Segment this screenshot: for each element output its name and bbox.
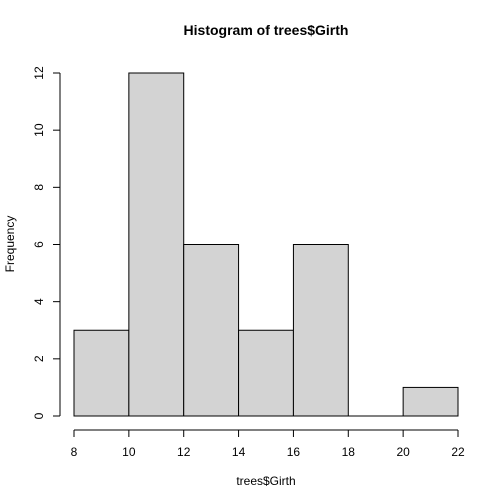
y-tick-label: 0 xyxy=(32,412,46,419)
x-tick-label: 10 xyxy=(122,445,136,459)
histogram-bar-1 xyxy=(128,72,185,417)
y-axis-label: Frequency xyxy=(3,216,17,273)
x-tick-label: 12 xyxy=(177,445,191,459)
histogram-bar-0 xyxy=(73,329,130,417)
y-tick-label: 2 xyxy=(32,355,46,362)
x-tick-label: 14 xyxy=(232,445,246,459)
x-tick-label: 8 xyxy=(71,445,78,459)
x-tick-label: 20 xyxy=(396,445,410,459)
y-tick-label: 10 xyxy=(32,123,46,137)
y-tick-label: 12 xyxy=(32,66,46,80)
x-axis: 8 10 12 14 16 18 20 22 xyxy=(71,429,465,459)
x-tick-label: 16 xyxy=(287,445,301,459)
histogram-bar-4 xyxy=(292,244,349,417)
x-axis-label: trees$Girth xyxy=(236,474,295,488)
histogram-bar-6 xyxy=(402,386,459,417)
chart-title: Histogram of trees$Girth xyxy=(184,22,349,38)
y-tick-label: 6 xyxy=(32,241,46,248)
y-tick-label: 4 xyxy=(32,298,46,305)
histogram-bar-3 xyxy=(238,329,294,417)
bars-group xyxy=(73,72,459,417)
y-axis: 0 2 4 6 8 10 12 xyxy=(32,66,61,419)
x-tick-label: 22 xyxy=(451,445,465,459)
y-tick-label: 8 xyxy=(32,184,46,191)
x-tick-label: 18 xyxy=(342,445,356,459)
histogram-bar-2 xyxy=(183,244,240,417)
